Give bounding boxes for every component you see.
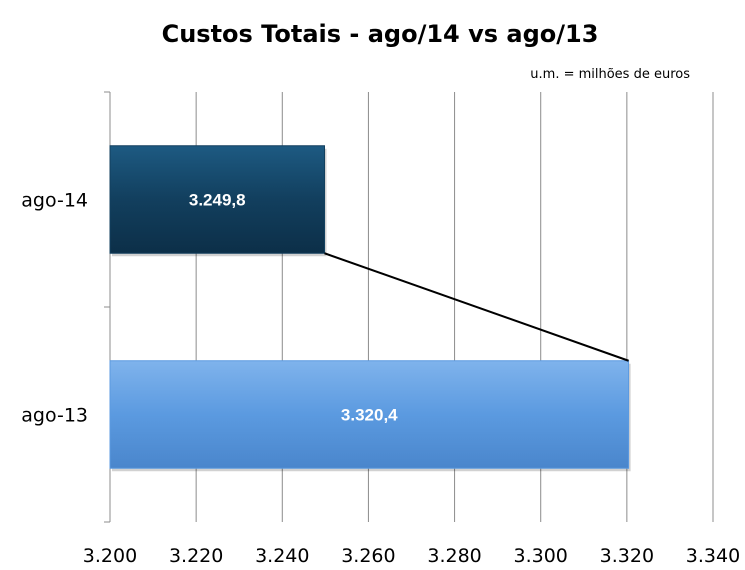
axes [104,91,111,523]
x-tick-label: 3.260 [341,545,395,567]
bar [109,360,630,469]
x-tick-label: 3.320 [600,545,654,567]
labels: 3.200 3.220 3.240 3.260 3.280 3.300 3.320 3.340… [21,190,740,568]
x-tick-label: 3.220 [169,545,223,567]
x-tick-label: 3.200 [83,545,137,567]
connector-line [324,252,629,362]
x-tick-label: 3.240 [255,545,309,567]
category-label: ago-14 [21,190,88,212]
category-label: ago-13 [21,405,88,427]
bar [109,145,325,254]
chart-title: Custos Totais - ago/14 vs ago/13 [162,20,599,48]
unit-note: u.m. = milhões de euros [530,67,690,82]
data-label: 3.249,8 [189,191,246,210]
x-tick-label: 3.280 [427,545,481,567]
bars [109,145,631,472]
x-tick-label: 3.340 [686,545,740,567]
data-label: 3.320,4 [341,406,398,425]
x-tick-label: 3.300 [514,545,568,567]
